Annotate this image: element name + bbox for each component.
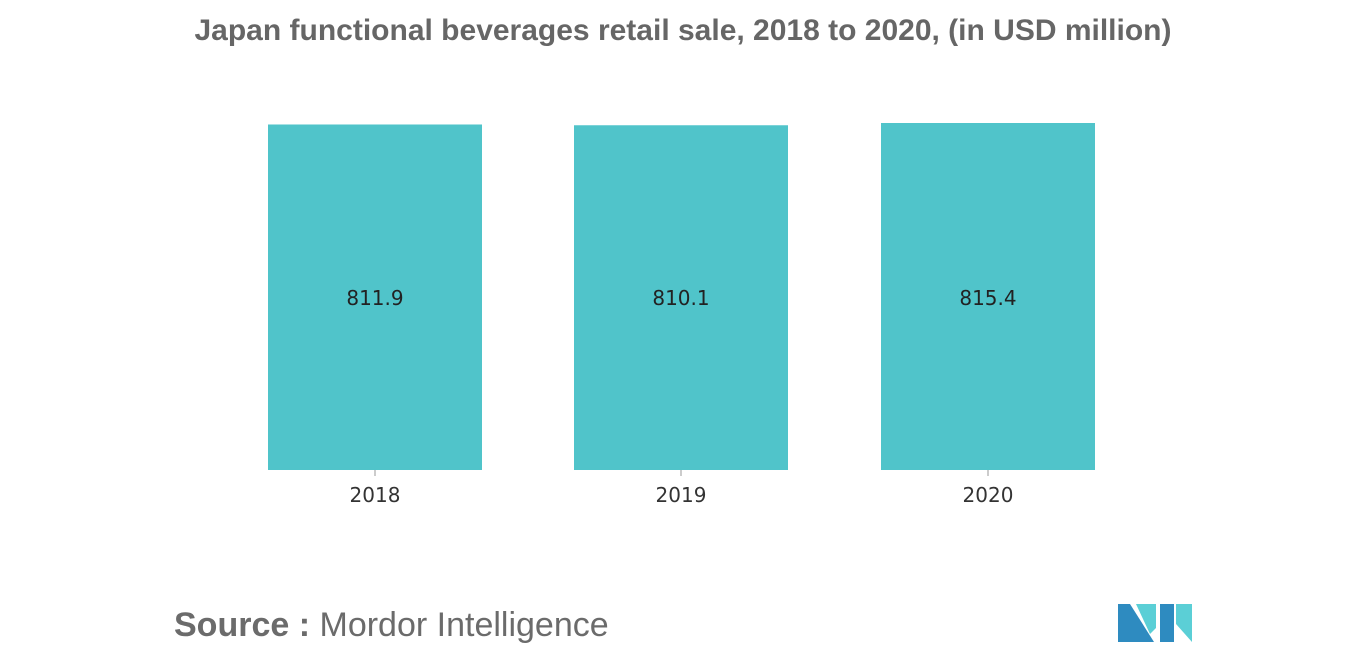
bars-group: 811.9 810.1 815.4 [268, 123, 1095, 471]
bar-chart: 811.9 810.1 815.4 2018 2019 2020 [268, 123, 1095, 507]
x-tick-label-2019: 2019 [656, 483, 707, 507]
data-label-2019: 810.1 [652, 286, 709, 310]
data-label-2018: 811.9 [346, 286, 403, 310]
logo-middle-shape [1136, 604, 1156, 634]
bar-2019 [574, 125, 788, 470]
bar-2020 [881, 123, 1095, 470]
mordor-intelligence-logo-icon [1118, 604, 1192, 642]
source-prefix: Source : [174, 606, 311, 644]
logo-left-shape [1118, 604, 1154, 642]
x-tick-label-2018: 2018 [350, 483, 401, 507]
source-name: Mordor Intelligence [319, 606, 609, 644]
data-label-2020: 815.4 [959, 286, 1016, 310]
logo-right-shape [1160, 604, 1174, 642]
x-axis: 2018 2019 2020 [350, 470, 1014, 507]
chart-title: Japan functional beverages retail sale, … [194, 14, 1172, 47]
bar-2018 [268, 124, 482, 471]
logo-right-accent [1176, 604, 1192, 642]
x-tick-label-2020: 2020 [963, 483, 1014, 507]
source-footer: Source : Mordor Intelligence [174, 606, 609, 645]
